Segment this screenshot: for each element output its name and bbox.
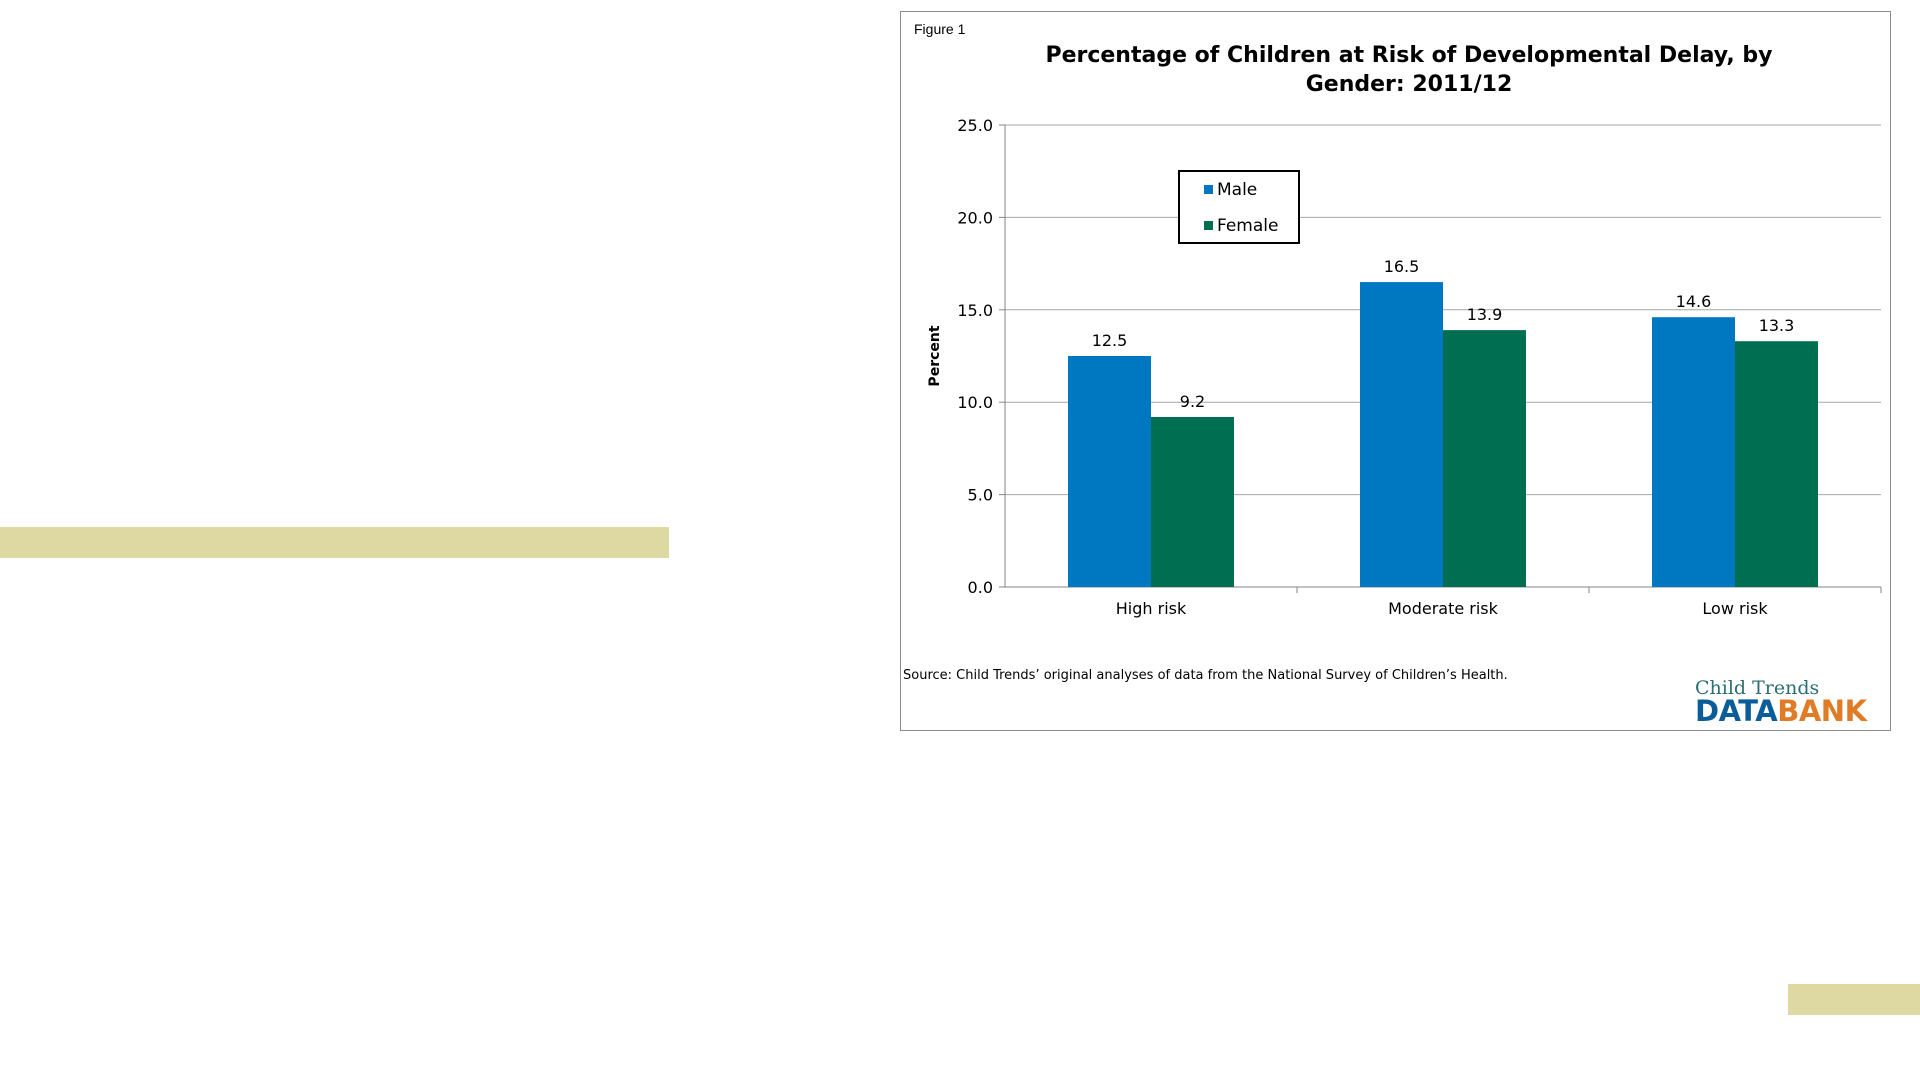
x-category-label: Moderate risk bbox=[1388, 599, 1499, 618]
figure-panel: Figure 1 Percentage of Children at Risk … bbox=[900, 11, 1891, 731]
decorative-bar-right bbox=[1788, 984, 1920, 1015]
chart-title-line-2: Gender: 2011/12 bbox=[1306, 72, 1513, 97]
logo-data-text: DATA bbox=[1695, 694, 1778, 728]
logo-databank-text: DATABANK bbox=[1695, 696, 1867, 726]
y-tick-label: 20.0 bbox=[957, 208, 993, 227]
bar-female-moderate-risk bbox=[1443, 330, 1526, 587]
x-category-label: High risk bbox=[1116, 599, 1187, 618]
chart-title-line-1: Percentage of Children at Risk of Develo… bbox=[1045, 43, 1772, 68]
legend-label-male: Male bbox=[1217, 180, 1257, 200]
bar-chart: Percentage of Children at Risk of Develo… bbox=[927, 43, 1882, 618]
source-note: Source: Child Trends’ original analyses … bbox=[903, 668, 1508, 683]
data-label: 9.2 bbox=[1180, 392, 1205, 411]
y-tick-label: 0.0 bbox=[968, 578, 993, 597]
y-tick-label: 5.0 bbox=[968, 486, 993, 505]
decorative-bar-left bbox=[0, 527, 669, 558]
y-axis-label: Percent bbox=[927, 325, 943, 386]
legend-box bbox=[1178, 170, 1300, 244]
child-trends-databank-logo: Child Trends DATABANK bbox=[1695, 677, 1885, 727]
data-label: 14.6 bbox=[1676, 292, 1712, 311]
data-label: 13.9 bbox=[1467, 305, 1503, 324]
logo-bank-text: BANK bbox=[1777, 694, 1867, 728]
y-tick-label: 10.0 bbox=[957, 393, 993, 412]
logo-child-trends-text: Child Trends bbox=[1695, 677, 1820, 699]
bar-female-low-risk bbox=[1735, 341, 1818, 587]
bar-male-high-risk bbox=[1068, 356, 1151, 587]
figure-label: Figure 1 bbox=[914, 21, 966, 37]
bar-male-low-risk bbox=[1652, 317, 1735, 587]
legend-swatch-female bbox=[1204, 221, 1213, 230]
bar-female-high-risk bbox=[1151, 416, 1234, 587]
data-label: 13.3 bbox=[1759, 316, 1795, 335]
data-label: 16.5 bbox=[1384, 257, 1420, 276]
y-tick-label: 25.0 bbox=[957, 116, 993, 135]
data-label: 12.5 bbox=[1092, 331, 1128, 350]
legend-label-female: Female bbox=[1217, 216, 1278, 236]
y-tick-label: 15.0 bbox=[957, 301, 993, 320]
x-category-label: Low risk bbox=[1702, 599, 1768, 618]
bar-male-moderate-risk bbox=[1360, 282, 1443, 587]
legend-swatch-male bbox=[1204, 185, 1213, 194]
